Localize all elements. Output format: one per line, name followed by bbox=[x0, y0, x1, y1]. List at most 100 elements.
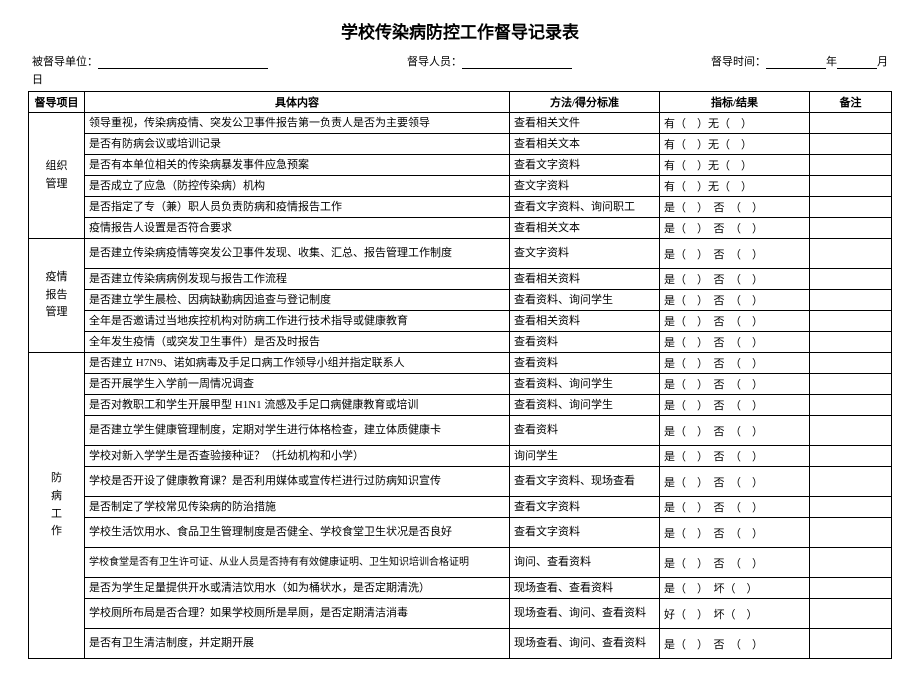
table-row: 是否为学生足量提供开水或清洁饮用水（如为桶状水，是否定期清洗）现场查看、查看资料… bbox=[29, 578, 892, 599]
content-cell: 是否对教职工和学生开展甲型 H1N1 流感及手足口病健康教育或培训 bbox=[85, 395, 510, 416]
result-cell: 是（ ） 否 （ ） bbox=[660, 353, 810, 374]
content-cell: 是否有卫生清洁制度，并定期开展 bbox=[85, 629, 510, 659]
content-cell: 是否建立 H7N9、诺如病毒及手足口病工作领导小组并指定联系人 bbox=[85, 353, 510, 374]
table-row: 是否成立了应急（防控传染病）机构查文字资料有（ ）无（ ） bbox=[29, 176, 892, 197]
content-cell: 学校食堂是否有卫生许可证、从业人员是否持有有效健康证明、卫生知识培训合格证明 bbox=[85, 548, 510, 578]
method-cell: 现场查看、询问、查看资料 bbox=[510, 629, 660, 659]
result-cell: 是（ ） 否 （ ） bbox=[660, 311, 810, 332]
remark-cell bbox=[810, 467, 892, 497]
content-cell: 是否建立学生晨检、因病缺勤病因追查与登记制度 bbox=[85, 290, 510, 311]
month-label: 月 bbox=[877, 53, 888, 69]
result-cell: 是（ ） 否 （ ） bbox=[660, 518, 810, 548]
content-cell: 是否建立传染病疫情等突发公卫事件发现、收集、汇总、报告管理工作制度 bbox=[85, 239, 510, 269]
remark-cell bbox=[810, 332, 892, 353]
result-cell: 是（ ） 否 （ ） bbox=[660, 197, 810, 218]
table-row: 组织管理领导重视，传染病疫情、突发公卫事件报告第一负责人是否为主要领导查看相关文… bbox=[29, 113, 892, 134]
person-blank bbox=[462, 55, 572, 69]
header-method: 方法/得分标准 bbox=[510, 92, 660, 113]
content-cell: 是否有本单位相关的传染病暴发事件应急预案 bbox=[85, 155, 510, 176]
result-cell: 是（ ） 否 （ ） bbox=[660, 290, 810, 311]
meta-line: 被督导单位： 督导人员： 督导时间： 年 月 bbox=[28, 53, 892, 69]
result-cell: 是（ ） 否 （ ） bbox=[660, 416, 810, 446]
content-cell: 是否成立了应急（防控传染病）机构 bbox=[85, 176, 510, 197]
method-cell: 查看文字资料 bbox=[510, 518, 660, 548]
table-row: 是否开展学生入学前一周情况调查查看资料、询问学生是（ ） 否 （ ） bbox=[29, 374, 892, 395]
year-blank bbox=[766, 55, 826, 69]
result-cell: 是（ ） 否 （ ） bbox=[660, 332, 810, 353]
method-cell: 查看资料、询问学生 bbox=[510, 395, 660, 416]
remark-cell bbox=[810, 416, 892, 446]
content-cell: 是否为学生足量提供开水或清洁饮用水（如为桶状水，是否定期清洗） bbox=[85, 578, 510, 599]
result-cell: 是（ ） 否 （ ） bbox=[660, 218, 810, 239]
remark-cell bbox=[810, 155, 892, 176]
content-cell: 学校对新入学学生是否查验接种证？（托幼机构和小学） bbox=[85, 446, 510, 467]
result-cell: 是（ ） 否 （ ） bbox=[660, 497, 810, 518]
method-cell: 查看相关文件 bbox=[510, 113, 660, 134]
content-cell: 学校厕所布局是否合理？如果学校厕所是旱厕，是否定期清洁消毒 bbox=[85, 599, 510, 629]
table-row: 是否有卫生清洁制度，并定期开展现场查看、询问、查看资料是（ ） 否 （ ） bbox=[29, 629, 892, 659]
content-cell: 是否建立传染病病例发现与报告工作流程 bbox=[85, 269, 510, 290]
content-cell: 学校生活饮用水、食品卫生管理制度是否健全、学校食堂卫生状况是否良好 bbox=[85, 518, 510, 548]
table-row: 全年发生疫情（或突发卫生事件）是否及时报告查看资料是（ ） 否 （ ） bbox=[29, 332, 892, 353]
table-row: 疫情报告管理是否建立传染病疫情等突发公卫事件发现、收集、汇总、报告管理工作制度查… bbox=[29, 239, 892, 269]
result-cell: 是（ ） 否 （ ） bbox=[660, 467, 810, 497]
table-row: 是否有本单位相关的传染病暴发事件应急预案查看文字资料有（ ）无（ ） bbox=[29, 155, 892, 176]
method-cell: 查看资料、询问学生 bbox=[510, 374, 660, 395]
result-cell: 有（ ）无（ ） bbox=[660, 155, 810, 176]
content-cell: 是否开展学生入学前一周情况调查 bbox=[85, 374, 510, 395]
header-remark: 备注 bbox=[810, 92, 892, 113]
remark-cell bbox=[810, 578, 892, 599]
method-cell: 查看相关文本 bbox=[510, 218, 660, 239]
content-cell: 学校是否开设了健康教育课？是否利用媒体或宣传栏进行过防病知识宣传 bbox=[85, 467, 510, 497]
content-cell: 是否制定了学校常见传染病的防治措施 bbox=[85, 497, 510, 518]
method-cell: 查看文字资料、现场查看 bbox=[510, 467, 660, 497]
remark-cell bbox=[810, 239, 892, 269]
remark-cell bbox=[810, 269, 892, 290]
method-cell: 询问学生 bbox=[510, 446, 660, 467]
person-label: 督导人员： bbox=[407, 53, 462, 69]
method-cell: 现场查看、询问、查看资料 bbox=[510, 599, 660, 629]
table-row: 是否建立传染病病例发现与报告工作流程查看相关资料是（ ） 否 （ ） bbox=[29, 269, 892, 290]
method-cell: 查文字资料 bbox=[510, 239, 660, 269]
remark-cell bbox=[810, 518, 892, 548]
method-cell: 查看资料 bbox=[510, 353, 660, 374]
result-cell: 有（ ）无（ ） bbox=[660, 134, 810, 155]
remark-cell bbox=[810, 311, 892, 332]
result-cell: 有（ ）无（ ） bbox=[660, 176, 810, 197]
page-title: 学校传染病防控工作督导记录表 bbox=[28, 18, 892, 43]
table-row: 是否对教职工和学生开展甲型 H1N1 流感及手足口病健康教育或培训查看资料、询问… bbox=[29, 395, 892, 416]
remark-cell bbox=[810, 599, 892, 629]
table-row: 是否建立学生健康管理制度，定期对学生进行体格检查，建立体质健康卡查看资料是（ ）… bbox=[29, 416, 892, 446]
method-cell: 查看资料 bbox=[510, 416, 660, 446]
result-cell: 是（ ） 否 （ ） bbox=[660, 395, 810, 416]
table-row: 学校食堂是否有卫生许可证、从业人员是否持有有效健康证明、卫生知识培训合格证明询问… bbox=[29, 548, 892, 578]
content-cell: 疫情报告人设置是否符合要求 bbox=[85, 218, 510, 239]
remark-cell bbox=[810, 548, 892, 578]
table-row: 学校厕所布局是否合理？如果学校厕所是旱厕，是否定期清洁消毒现场查看、询问、查看资… bbox=[29, 599, 892, 629]
method-cell: 查看相关文本 bbox=[510, 134, 660, 155]
result-cell: 有（ ）无（ ） bbox=[660, 113, 810, 134]
unit-label: 被督导单位： bbox=[32, 53, 98, 69]
content-cell: 全年是否邀请过当地疾控机构对防病工作进行技术指导或健康教育 bbox=[85, 311, 510, 332]
method-cell: 查文字资料 bbox=[510, 176, 660, 197]
remark-cell bbox=[810, 134, 892, 155]
group-label: 防病工作 bbox=[29, 353, 85, 659]
table-row: 学校生活饮用水、食品卫生管理制度是否健全、学校食堂卫生状况是否良好查看文字资料是… bbox=[29, 518, 892, 548]
remark-cell bbox=[810, 113, 892, 134]
table-row: 防病工作是否建立 H7N9、诺如病毒及手足口病工作领导小组并指定联系人查看资料是… bbox=[29, 353, 892, 374]
table-row: 是否建立学生晨检、因病缺勤病因追查与登记制度查看资料、询问学生是（ ） 否 （ … bbox=[29, 290, 892, 311]
method-cell: 查看资料 bbox=[510, 332, 660, 353]
unit-blank bbox=[98, 55, 268, 69]
header-content: 具体内容 bbox=[85, 92, 510, 113]
remark-cell bbox=[810, 446, 892, 467]
remark-cell bbox=[810, 290, 892, 311]
method-cell: 查看相关资料 bbox=[510, 269, 660, 290]
method-cell: 查看文字资料 bbox=[510, 497, 660, 518]
content-cell: 领导重视，传染病疫情、突发公卫事件报告第一负责人是否为主要领导 bbox=[85, 113, 510, 134]
result-cell: 是（ ） 否 （ ） bbox=[660, 446, 810, 467]
content-cell: 是否指定了专（兼）职人员负责防病和疫情报告工作 bbox=[85, 197, 510, 218]
table-row: 学校是否开设了健康教育课？是否利用媒体或宣传栏进行过防病知识宣传查看文字资料、现… bbox=[29, 467, 892, 497]
table-row: 疫情报告人设置是否符合要求查看相关文本是（ ） 否 （ ） bbox=[29, 218, 892, 239]
remark-cell bbox=[810, 218, 892, 239]
table-row: 全年是否邀请过当地疾控机构对防病工作进行技术指导或健康教育查看相关资料是（ ） … bbox=[29, 311, 892, 332]
